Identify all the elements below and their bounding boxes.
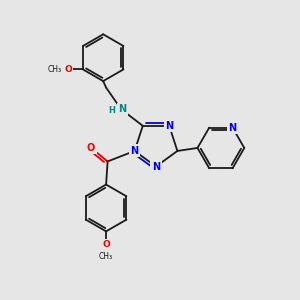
Text: N: N bbox=[130, 146, 139, 156]
Text: CH₃: CH₃ bbox=[99, 252, 113, 261]
Text: N: N bbox=[118, 104, 127, 114]
Text: N: N bbox=[152, 161, 160, 172]
Text: N: N bbox=[165, 121, 173, 131]
Text: N: N bbox=[229, 123, 237, 133]
Text: H: H bbox=[108, 106, 115, 115]
Text: CH₃: CH₃ bbox=[47, 65, 61, 74]
Text: O: O bbox=[64, 65, 72, 74]
Text: O: O bbox=[87, 143, 95, 153]
Text: O: O bbox=[102, 240, 110, 249]
